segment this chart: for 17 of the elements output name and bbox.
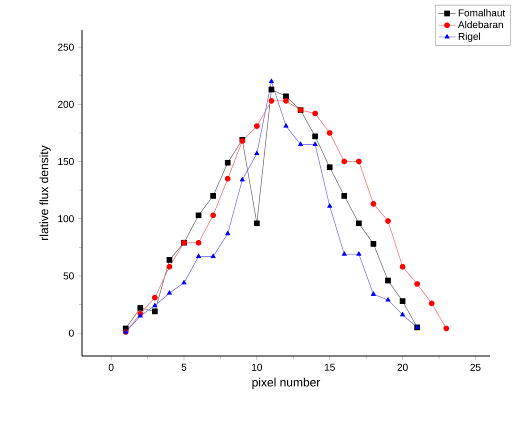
y-tick-label: 250 <box>58 44 74 51</box>
x-tick-label: 25 <box>470 364 481 371</box>
legend-label: Rigel <box>458 32 480 42</box>
x-axis-title: pixel number <box>252 378 320 389</box>
y-tick-label: 200 <box>58 100 74 108</box>
x-tick-label: 10 <box>252 364 262 371</box>
x-tick-label: 5 <box>182 364 186 371</box>
x-tick-label: 15 <box>324 364 335 371</box>
y-axis-title: rlative flux density <box>39 145 51 240</box>
y-tick-label: 150 <box>58 158 74 166</box>
legend-label: Aldebaran <box>458 20 503 28</box>
legend-label: Fomalhaut <box>458 9 506 16</box>
y-tick-label: 100 <box>58 215 74 222</box>
y-tick-label: 50 <box>63 272 74 280</box>
y-tick-label: 0 <box>69 330 74 337</box>
x-tick-label: 0 <box>108 364 114 371</box>
x-tick-label: 20 <box>398 364 408 371</box>
